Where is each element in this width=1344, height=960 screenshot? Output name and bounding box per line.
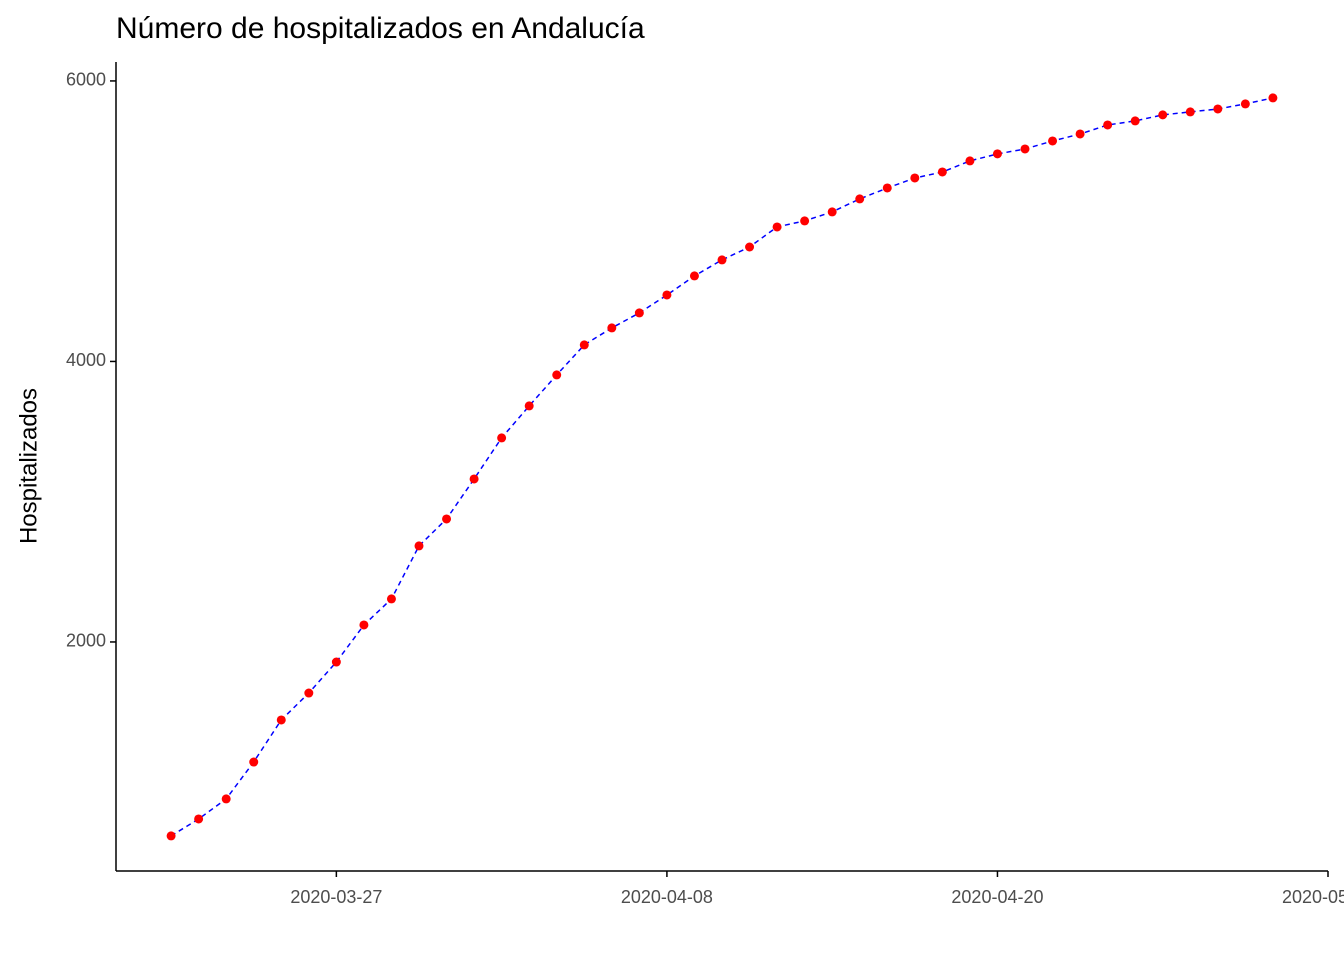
data-point: [1075, 129, 1085, 139]
data-point: [442, 514, 452, 524]
data-point: [579, 340, 589, 350]
data-point: [1185, 107, 1195, 117]
data-point: [910, 173, 920, 183]
x-tick-label: 2020-03-27: [290, 887, 382, 907]
data-point: [414, 541, 424, 551]
data-point: [359, 620, 369, 630]
x-tick-label: 2020-04-08: [621, 887, 713, 907]
data-point: [689, 271, 699, 281]
data-point: [249, 757, 259, 767]
data-point: [1268, 93, 1278, 103]
data-point: [1130, 116, 1140, 126]
data-point: [1213, 104, 1223, 114]
data-point: [276, 715, 286, 725]
data-point: [166, 831, 176, 841]
data-point: [992, 149, 1002, 159]
data-point: [937, 167, 947, 177]
data-point: [221, 794, 231, 804]
data-point: [1020, 144, 1030, 154]
x-tick-label: 2020-04-20: [951, 887, 1043, 907]
data-point: [882, 183, 892, 193]
y-tick-label: 2000: [66, 631, 106, 651]
data-point: [965, 156, 975, 166]
y-axis-label: Hospitalizados: [15, 388, 42, 544]
data-point: [1048, 136, 1058, 146]
data-point: [194, 814, 204, 824]
y-tick-label: 4000: [66, 350, 106, 370]
data-point: [552, 370, 562, 380]
data-point: [772, 222, 782, 232]
data-point: [634, 308, 644, 318]
data-line: [170, 97, 1274, 837]
data-point: [497, 433, 507, 443]
data-point: [1240, 99, 1250, 109]
data-point: [386, 594, 396, 604]
data-point: [1103, 120, 1113, 130]
data-point: [717, 255, 727, 265]
data-point: [745, 242, 755, 252]
data-point: [662, 290, 672, 300]
chart-title: Número de hospitalizados en Andalucía: [116, 12, 645, 45]
data-point: [331, 657, 341, 667]
y-tick-label: 6000: [66, 70, 106, 90]
data-point: [855, 194, 865, 204]
data-point: [524, 401, 534, 411]
data-point: [304, 688, 314, 698]
data-point: [469, 474, 479, 484]
data-point: [800, 216, 810, 226]
data-point: [607, 323, 617, 333]
x-tick-label: 2020-05-02: [1282, 887, 1344, 907]
data-point: [827, 207, 837, 217]
data-point: [1158, 110, 1168, 120]
